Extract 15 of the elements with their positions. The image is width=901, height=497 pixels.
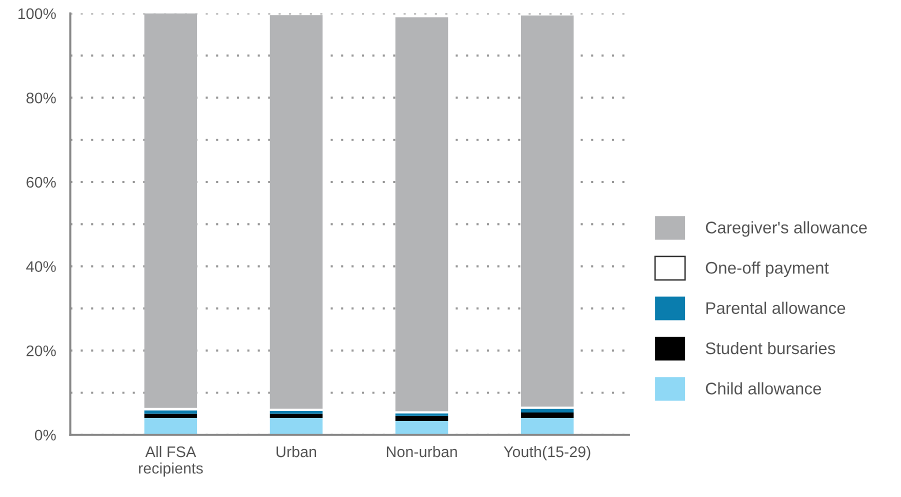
y-tick-label: 40% — [26, 261, 56, 272]
text: One-off payment — [706, 262, 829, 278]
y-tick-label: 80% — [26, 92, 56, 104]
legend-label: Student bursaries — [706, 342, 836, 354]
y-tick-label: 20% — [26, 345, 56, 356]
y-tick-label: 0% — [34, 430, 56, 441]
y-tick-label: 100% — [18, 8, 56, 20]
legend-label: Parental allowance — [706, 302, 846, 314]
x-tick-label: Youth(15-29) — [504, 446, 590, 460]
x-tick-label: Non-urban — [386, 446, 457, 458]
legend-label: Caregiver's allowance — [706, 221, 867, 237]
legend-label: Child allowance — [706, 382, 822, 394]
x-tick-label: Urban — [276, 446, 316, 458]
x-tick-label: All FSA recipients — [139, 446, 203, 477]
y-tick-label: 60% — [26, 176, 56, 188]
